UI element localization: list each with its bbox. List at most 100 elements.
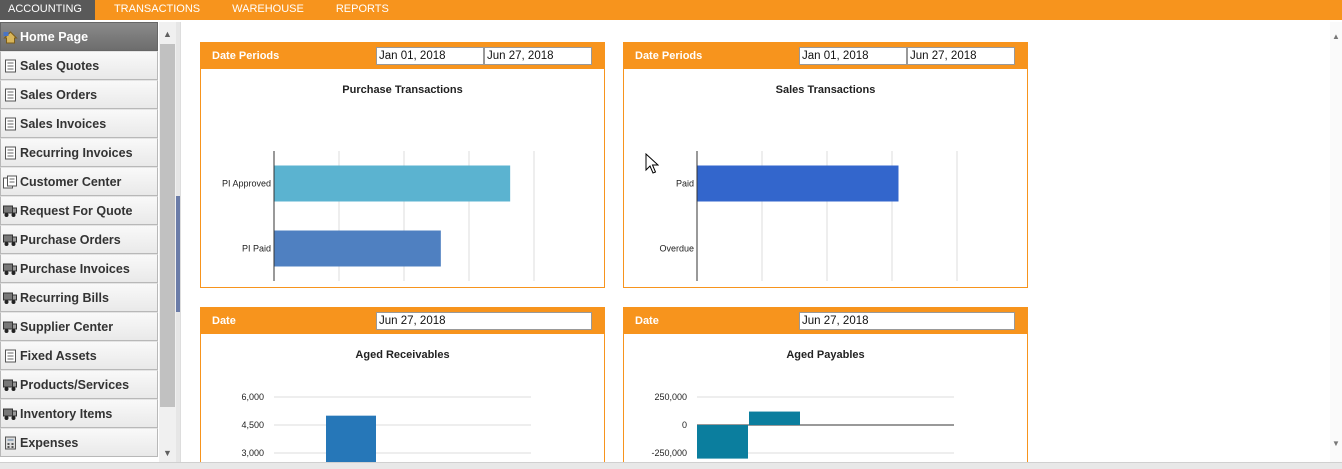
sidebar-item-products-services[interactable]: Products/Services [0, 370, 158, 399]
panel-header: Date Jun 27, 2018 [201, 308, 604, 334]
truck-icon [3, 321, 17, 333]
sidebar-item-label: Supplier Center [20, 319, 114, 334]
sidebar-item-inventory-items[interactable]: Inventory Items [0, 399, 158, 428]
category-label: PI Paid [242, 244, 271, 254]
chart-title: Sales Transactions [775, 84, 876, 96]
panel-label: Date [212, 315, 236, 327]
tab-warehouse[interactable]: WAREHOUSE [232, 3, 304, 15]
truck-icon [3, 408, 17, 420]
purchase-transactions-chart: 0300,000600,000900,0001,200,000PI Approv… [222, 151, 535, 281]
sidebar-item-label: Home Page [20, 29, 89, 44]
sidebar-item-label: Recurring Bills [20, 290, 109, 305]
sidebar-item-home-page[interactable]: Home Page [0, 22, 158, 51]
scroll-down-arrow-icon[interactable]: ▼ [163, 448, 172, 458]
date-from-input[interactable]: Jan 01, 2018 [799, 47, 907, 65]
bar [697, 165, 899, 202]
chart-title: Purchase Transactions [342, 84, 463, 96]
truck-icon [3, 234, 17, 246]
sidebar-item-purchase-invoices[interactable]: Purchase Invoices [0, 254, 158, 283]
sidebar-item-supplier-center[interactable]: Supplier Center [0, 312, 158, 341]
tab-accounting[interactable]: ACCOUNTING [0, 0, 95, 20]
aged-payables-panel: Date Jun 27, 2018 Aged Payables 250,000 0… [623, 307, 1028, 467]
sidebar-item-label: Purchase Orders [20, 232, 121, 247]
bar [274, 165, 511, 202]
splitter-handle[interactable] [176, 196, 180, 312]
sidebar-item-label: Products/Services [20, 377, 130, 392]
sidebar-item-label: Request For Quote [20, 203, 133, 218]
purchase-transactions-panel: Date Periods Jan 01, 2018 Jun 27, 2018 P… [200, 42, 605, 288]
chart-title: Aged Payables [786, 349, 865, 361]
truck-icon [3, 205, 17, 217]
truck-icon [3, 263, 17, 275]
sidebar-item-request-for-quote[interactable]: Request For Quote [0, 196, 158, 225]
sidebar-item-label: Recurring Invoices [20, 145, 133, 160]
tab-transactions[interactable]: TRANSACTIONS [113, 3, 201, 15]
panel-label: Date Periods [635, 50, 703, 62]
sidebar-item-label: Sales Orders [20, 87, 98, 102]
home-icon [3, 30, 18, 43]
sidebar-item-sales-orders[interactable]: Sales Orders [0, 80, 158, 109]
sidebar-item-recurring-bills[interactable]: Recurring Bills [0, 283, 158, 312]
tab-reports[interactable]: REPORTS [335, 3, 389, 15]
y-tick-label: 0 [682, 420, 687, 430]
aged-receivables-chart: 6,000 4,500 3,000 [241, 392, 531, 468]
sidebar-item-fixed-assets[interactable]: Fixed Assets [0, 341, 158, 370]
aged-receivables-panel: Date Jun 27, 2018 Aged Receivables 6,000… [200, 307, 605, 468]
truck-icon [3, 379, 17, 391]
chart-title: Aged Receivables [355, 349, 450, 361]
sidebar-item-label: Customer Center [20, 174, 122, 189]
sidebar-item-expenses[interactable]: Expenses [0, 428, 158, 457]
scroll-up-arrow-icon[interactable]: ▲ [1332, 32, 1340, 41]
main-scrollbar[interactable]: ▲ ▼ [1330, 22, 1342, 462]
date-input[interactable]: Jun 27, 2018 [376, 312, 592, 330]
y-tick-label: -250,000 [651, 448, 687, 458]
sidebar-scroll-thumb[interactable] [160, 44, 175, 407]
y-tick-label: 4,500 [241, 420, 264, 430]
bar [749, 411, 800, 425]
sales-transactions-chart: 01,000,0002,000,0003,000,0004,000,000Pai… [659, 151, 958, 281]
category-label: Overdue [659, 244, 694, 254]
panel-header: Date Jun 27, 2018 [624, 308, 1027, 334]
scroll-up-arrow-icon[interactable]: ▲ [163, 29, 172, 39]
panel-label: Date [635, 315, 659, 327]
truck-icon [3, 292, 17, 304]
category-label: PI Approved [222, 179, 271, 189]
sidebar-item-sales-invoices[interactable]: Sales Invoices [0, 109, 158, 138]
bar [326, 415, 376, 468]
documents-icon [3, 175, 17, 188]
sidebar-item-purchase-orders[interactable]: Purchase Orders [0, 225, 158, 254]
sidebar-item-recurring-invoices[interactable]: Recurring Invoices [0, 138, 158, 167]
sidebar-item-label: Inventory Items [20, 406, 113, 421]
panel-header: Date Periods Jan 01, 2018 Jun 27, 2018 [201, 43, 604, 69]
date-to-input[interactable]: Jun 27, 2018 [907, 47, 1015, 65]
document-icon [5, 117, 16, 130]
horizontal-scrollbar[interactable] [0, 462, 1342, 469]
sidebar-item-label: Purchase Invoices [20, 261, 130, 276]
y-tick-label: 250,000 [654, 392, 687, 402]
document-icon [5, 88, 16, 101]
document-icon [5, 146, 16, 159]
calculator-icon [5, 436, 16, 449]
bar [697, 425, 748, 459]
splitter[interactable] [176, 22, 180, 462]
y-tick-label: 3,000 [241, 448, 264, 458]
sidebar-scrollbar[interactable]: ▲ ▼ [159, 22, 176, 462]
document-icon [5, 349, 16, 362]
date-to-input[interactable]: Jun 27, 2018 [484, 47, 592, 65]
sidebar-item-label: Sales Invoices [20, 116, 107, 131]
dashboard: Date Periods Jan 01, 2018 Jun 27, 2018 P… [180, 22, 1330, 468]
sidebar-item-label: Sales Quotes [20, 58, 100, 73]
sidebar-item-customer-center[interactable]: Customer Center [0, 167, 158, 196]
panel-header: Date Periods Jan 01, 2018 Jun 27, 2018 [624, 43, 1027, 69]
sidebar-item-sales-quotes[interactable]: Sales Quotes [0, 51, 158, 80]
scroll-down-arrow-icon[interactable]: ▼ [1332, 439, 1340, 448]
mouse-pointer-icon [645, 153, 659, 174]
category-label: Paid [676, 179, 694, 189]
sidebar: Home Page Sales Quotes Sales Orders Sales I… [0, 22, 158, 462]
date-from-input[interactable]: Jan 01, 2018 [376, 47, 484, 65]
top-navigation: ACCOUNTING TRANSACTIONS WAREHOUSE REPORT… [0, 0, 1342, 20]
sidebar-item-label: Fixed Assets [20, 348, 97, 363]
panel-label: Date Periods [212, 50, 280, 62]
date-input[interactable]: Jun 27, 2018 [799, 312, 1015, 330]
document-icon [5, 59, 16, 72]
